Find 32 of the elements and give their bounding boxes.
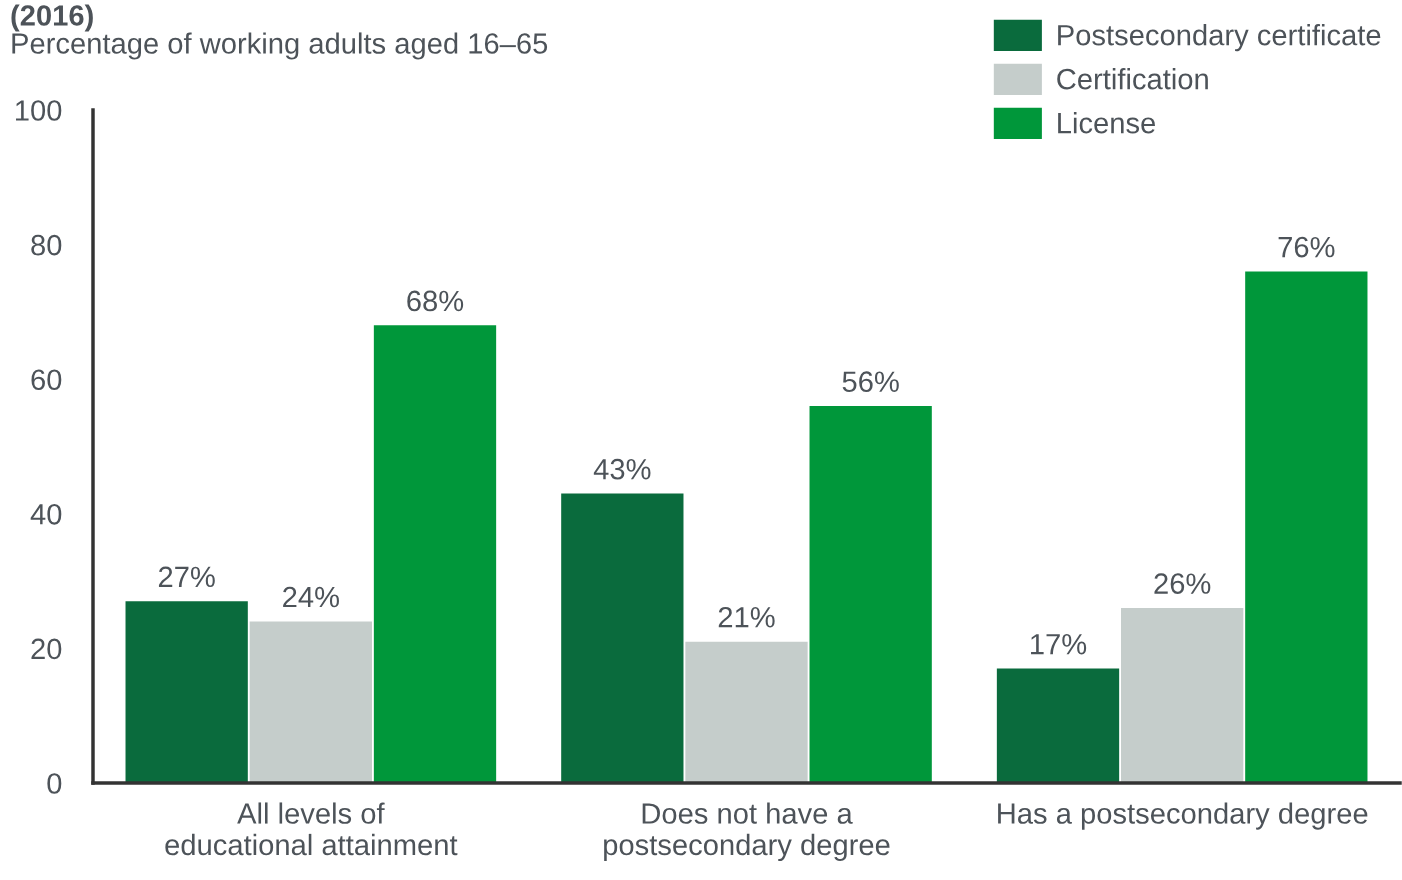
chart-subtitle: Percentage of working adults aged 16–65 [12,32,548,60]
data-label: 27% [158,566,215,588]
chart-title: (2016) [11,4,93,32]
y-tick-label: 80 [31,234,62,256]
x-tick-label: Has a postsecondary degree [998,802,1368,830]
legend-label: Certification [1057,68,1208,90]
bar [125,601,248,783]
y-tick-label: 20 [31,638,62,660]
bar [249,621,372,783]
data-label: 21% [718,606,775,628]
legend-label: Postsecondary certificate [1058,24,1381,52]
data-label: 43% [593,458,651,480]
bar [685,641,808,783]
bar [373,325,497,783]
data-label: 56% [842,371,899,393]
bar [1121,608,1244,783]
data-label: 24% [283,586,339,608]
bar [1245,271,1368,783]
x-tick-label: Does not have a postsecondary degree [604,802,890,862]
bar [996,668,1120,783]
data-label: 17% [1031,633,1087,655]
legend-label: License [1058,112,1155,134]
data-label: 68% [407,290,464,312]
data-label: 76% [1278,236,1335,258]
y-tick-label: 40 [30,504,62,525]
y-tick-label: 0 [47,773,62,794]
bar [561,493,684,783]
y-tick-label: 60 [31,369,62,391]
x-tick-label: All levels of educational attainment [165,802,458,856]
data-label: 26% [1154,573,1211,594]
y-tick-label: 100 [16,100,62,121]
bar [809,406,932,783]
